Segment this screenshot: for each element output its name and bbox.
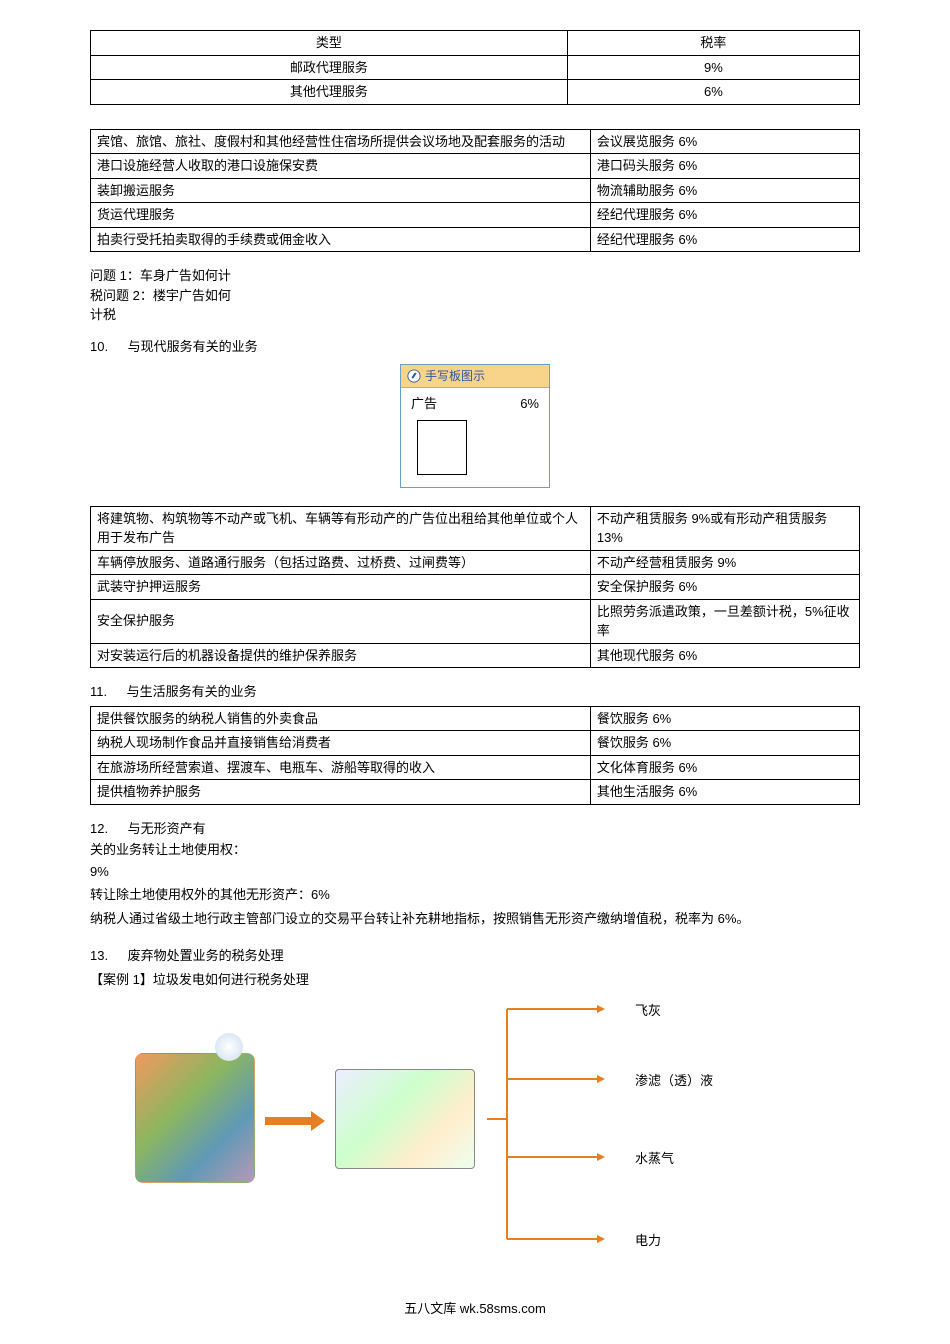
bracket-arrows-icon — [487, 999, 607, 1249]
section-12-line: 转让除土地使用权外的其他无形资产：6% — [90, 885, 860, 905]
section-13-case: 【案例 1】垃圾发电如何进行税务处理 — [90, 970, 860, 990]
table-row: 提供餐饮服务的纳税人销售的外卖食品餐饮服务 6% — [91, 706, 860, 731]
table-row: 对安装运行后的机器设备提供的维护保养服务其他现代服务 6% — [91, 643, 860, 668]
table-row: 宾馆、旅馆、旅社、度假村和其他经营性住宿场所提供会议场地及配套服务的活动会议展览… — [91, 129, 860, 154]
table-row: 提供植物养护服务其他生活服务 6% — [91, 780, 860, 805]
question-line: 计税 — [90, 305, 860, 325]
output-label: 渗滤（透）液 — [635, 1071, 713, 1091]
section-12-line: 9% — [90, 862, 860, 882]
handpad-pct-label: 6% — [520, 394, 539, 414]
table-row: 港口设施经营人收取的港口设施保安费港口码头服务 6% — [91, 154, 860, 179]
table-row: 将建筑物、构筑物等不动产或飞机、车辆等有形动产的广告位出租给其他单位或个人用于发… — [91, 506, 860, 550]
section-12-line: 关的业务转让土地使用权： — [90, 840, 860, 860]
table-row: 拍卖行受托拍卖取得的手续费或佣金收入经纪代理服务 6% — [91, 227, 860, 252]
pen-icon — [407, 369, 421, 383]
question-line: 税问题 2：楼宇广告如何 — [90, 286, 860, 306]
bubble-icon — [215, 1033, 243, 1061]
page-footer: 五八文库 wk.58sms.com — [90, 1299, 860, 1319]
output-label: 水蒸气 — [635, 1149, 674, 1169]
section-13-title: 13. 废弃物处置业务的税务处理 — [90, 946, 860, 966]
table-row: 在旅游场所经营索道、摆渡车、电瓶车、游船等取得的收入文化体育服务 6% — [91, 755, 860, 780]
section-12-line: 12. 与无形资产有 — [90, 819, 860, 839]
tax-type-table: 类型 税率 邮政代理服务 9% 其他代理服务 6% — [90, 30, 860, 105]
table-row: 装卸搬运服务物流辅助服务 6% — [91, 178, 860, 203]
handpad-rect — [417, 420, 467, 475]
handpad-header-label: 手写板图示 — [425, 367, 485, 385]
life-service-table: 提供餐饮服务的纳税人销售的外卖食品餐饮服务 6% 纳税人现场制作食品并直接销售给… — [90, 706, 860, 805]
handwriting-pad: 手写板图示 广告 6% — [400, 364, 550, 488]
section-11-title: 11. 与生活服务有关的业务 — [90, 682, 860, 702]
output-label: 电力 — [635, 1231, 661, 1251]
arrow-icon — [265, 1111, 325, 1131]
table-row: 车辆停放服务、道路通行服务（包括过路费、过桥费、过闸费等）不动产经营租赁服务 9… — [91, 550, 860, 575]
waste-process-diagram: 飞灰 渗滤（透）液 水蒸气 电力 — [135, 999, 815, 1259]
table-row: 纳税人现场制作食品并直接销售给消费者餐饮服务 6% — [91, 731, 860, 756]
question-line: 问题 1：车身广告如何计 — [90, 266, 860, 286]
section-10-title: 10. 与现代服务有关的业务 — [90, 337, 860, 357]
service-tax-table-2: 宾馆、旅馆、旅社、度假村和其他经营性住宿场所提供会议场地及配套服务的活动会议展览… — [90, 129, 860, 253]
col-type: 类型 — [91, 31, 568, 56]
table-row: 其他代理服务 6% — [91, 80, 860, 105]
output-label: 飞灰 — [635, 1001, 661, 1021]
table-row: 货运代理服务经纪代理服务 6% — [91, 203, 860, 228]
table-row: 武装守护押运服务安全保护服务 6% — [91, 575, 860, 600]
table-row: 安全保护服务比照劳务派遣政策，一旦差额计税，5%征收率 — [91, 599, 860, 643]
question-block: 问题 1：车身广告如何计 税问题 2：楼宇广告如何 计税 — [90, 266, 860, 325]
garbage-illustration — [135, 1053, 255, 1183]
process-illustration — [335, 1069, 475, 1169]
modern-service-table: 将建筑物、构筑物等不动产或飞机、车辆等有形动产的广告位出租给其他单位或个人用于发… — [90, 506, 860, 669]
col-rate: 税率 — [567, 31, 859, 56]
table-row: 邮政代理服务 9% — [91, 55, 860, 80]
handpad-ad-label: 广告 — [411, 394, 437, 414]
section-12-line: 纳税人通过省级土地行政主管部门设立的交易平台转让补充耕地指标，按照销售无形资产缴… — [90, 909, 860, 929]
